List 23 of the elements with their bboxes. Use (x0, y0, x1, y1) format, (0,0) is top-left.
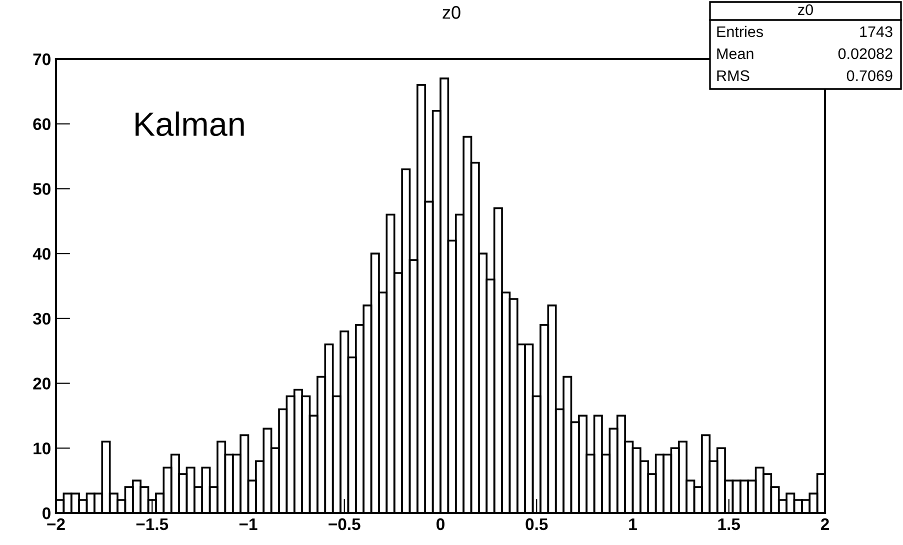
x-tick-label: 1.5 (718, 518, 740, 530)
y-tick-label: 30 (32, 312, 50, 325)
chart-title: z0 (442, 6, 460, 19)
y-tick-label: 60 (33, 118, 50, 130)
y-tick-label: 40 (32, 248, 50, 260)
annotation: Kalman (136, 112, 244, 136)
text: Entries 1743 (717, 26, 892, 38)
y-tick-label: 70 (33, 53, 50, 66)
y-tick-label: 0 (42, 507, 50, 520)
y-tick-label: 10 (34, 442, 50, 454)
x-tick-label: −2 (47, 518, 65, 530)
x-tick-label: −1.5 (136, 518, 168, 530)
y-tick-label: 20 (33, 378, 50, 390)
text: RMS 0.7069 (717, 70, 892, 82)
x-tick-label: 1 (629, 518, 637, 530)
text: z0 (798, 4, 813, 16)
x-tick-label: 2 (820, 518, 829, 530)
x-tick-label: −0.5 (328, 518, 360, 530)
x-tick-label: 0 (436, 518, 444, 530)
x-tick-label: 0.5 (526, 518, 548, 530)
text: Mean 0.02082 (717, 48, 892, 60)
x-tick-label: −1 (239, 518, 258, 530)
y-tick-label: 50 (33, 183, 50, 195)
